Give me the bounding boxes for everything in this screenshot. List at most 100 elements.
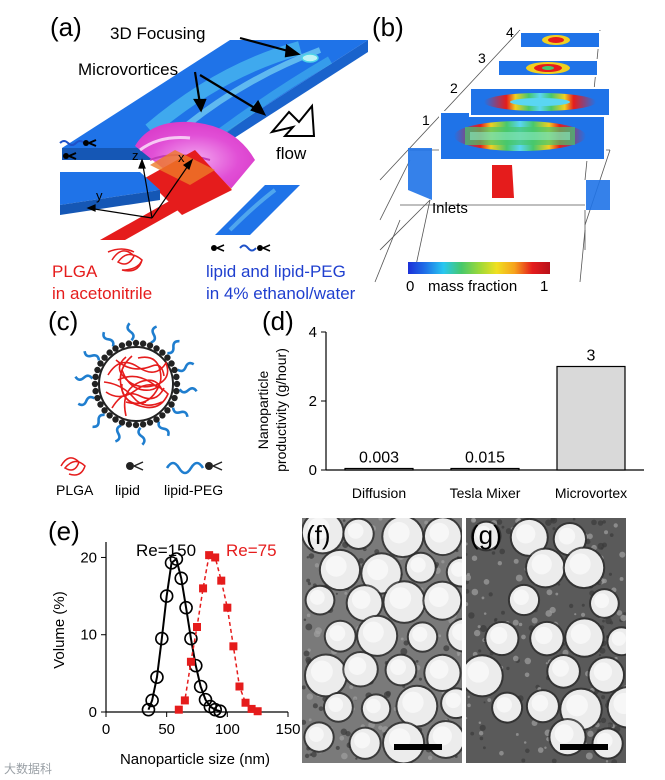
- plga-legend-icon: [60, 457, 86, 476]
- lipid-head: [159, 349, 166, 356]
- lipid-head: [101, 354, 108, 361]
- tem-grain: [518, 622, 523, 627]
- tem-grain: [473, 629, 481, 637]
- d-y-tick-label: 0: [309, 462, 317, 479]
- lipid-head: [132, 421, 140, 429]
- tem-grain: [545, 519, 552, 526]
- peg-chain: [137, 426, 146, 446]
- e-point-re75: [229, 642, 238, 651]
- tem-grain: [601, 695, 606, 700]
- lipid-head: [94, 366, 101, 374]
- peg-chain: [114, 424, 122, 443]
- panel-g-label: (g): [470, 520, 502, 550]
- tem-grain: [353, 696, 358, 701]
- e-point-re150: [141, 702, 156, 717]
- e-series-line: [147, 557, 221, 713]
- e-point-re75: [186, 657, 195, 666]
- e-point-re150: [150, 670, 164, 685]
- tem-grain: [497, 561, 503, 566]
- d-category-label: Tesla Mixer: [450, 485, 521, 501]
- e-point-re75: [223, 603, 232, 612]
- tem-grain: [605, 760, 609, 763]
- tem-grain: [591, 519, 597, 526]
- panel-d-label: (d): [262, 306, 294, 336]
- tem-grain: [466, 589, 470, 594]
- tem-grain: [311, 751, 317, 758]
- e-x-tick-label: 100: [215, 721, 240, 738]
- tem-grain: [443, 645, 450, 652]
- e-point-re150: [174, 571, 189, 586]
- lipid-head: [92, 373, 99, 381]
- lipid-head: [146, 342, 154, 349]
- lipid-head: [101, 407, 108, 414]
- inlet-right: [586, 180, 610, 210]
- tem-grain: [620, 614, 626, 622]
- e-point-re75: [211, 553, 220, 562]
- tem-grain: [580, 612, 586, 617]
- tem-grain: [481, 596, 485, 600]
- tem-grain: [341, 752, 348, 760]
- slice-label-4: 4: [506, 24, 514, 40]
- tem-grain: [546, 589, 553, 596]
- tem-grain: [531, 617, 538, 624]
- colorbar-label: mass fraction: [428, 278, 518, 295]
- lipid-head: [92, 387, 99, 395]
- peg-chain: [167, 339, 180, 355]
- tem-grain: [400, 637, 404, 641]
- tem-grain: [611, 759, 618, 763]
- inlets-label: Inlets: [432, 200, 468, 217]
- tem-grain: [483, 579, 490, 585]
- e-point-re75: [193, 623, 201, 631]
- channel-front: [200, 40, 368, 160]
- e-ylabel: Volume (%): [51, 591, 68, 669]
- tem-grain: [598, 654, 602, 657]
- tem-grain: [557, 583, 561, 586]
- tem-grain: [307, 648, 311, 652]
- colorbar-min: 0: [406, 278, 415, 295]
- e-point-re150: [155, 631, 169, 646]
- tem-grain: [400, 648, 408, 656]
- channel-top: [62, 40, 368, 148]
- tem-grain: [479, 736, 484, 741]
- tem-grain: [470, 731, 475, 736]
- tem-grain: [457, 653, 460, 657]
- e-point-re150: [213, 704, 227, 719]
- tem-grain: [552, 527, 556, 531]
- nanoparticle-diagram: [74, 322, 198, 446]
- tem-grain: [344, 591, 348, 595]
- d-category-label: Microvortex: [555, 485, 627, 501]
- tem-grain: [478, 721, 482, 724]
- watermark: 大数据科: [4, 762, 53, 776]
- tem-grain: [483, 612, 487, 615]
- tem-grain: [306, 693, 314, 700]
- scale-bar-g: [560, 744, 608, 750]
- tem-grain: [309, 753, 313, 756]
- size-distribution-chart: Volume (%) Nanoparticle size (nm) 0 10 20 0…: [51, 541, 301, 768]
- peg-chain: [77, 395, 96, 407]
- tem-grain: [523, 741, 527, 744]
- tem-grain: [616, 610, 623, 616]
- tem-grain: [441, 560, 445, 564]
- lipid-head: [168, 360, 175, 367]
- e-point-re150: [145, 693, 159, 708]
- tem-grain: [505, 528, 512, 535]
- flow-arrow: [269, 103, 316, 137]
- axis-x-label: x: [178, 150, 185, 165]
- tem-grain: [466, 542, 468, 546]
- tem-grain: [613, 523, 618, 528]
- peg-chain: [157, 421, 170, 437]
- nanoparticle-legend-icons: [60, 457, 223, 476]
- tem-grain: [551, 758, 557, 763]
- legend-lipid-peg: lipid-PEG: [164, 482, 224, 498]
- tem-grain: [314, 563, 320, 568]
- productivity-bar-chart: Nanoparticle productivity (g/hour) 0 2 4 0.…: [255, 324, 644, 501]
- tem-grain: [415, 660, 419, 663]
- tem-grain: [479, 625, 487, 632]
- tem-grain: [302, 719, 307, 725]
- tem-grain: [521, 758, 526, 763]
- lipid-head: [97, 401, 104, 408]
- tem-grain: [467, 695, 470, 699]
- tem-grain: [623, 612, 626, 616]
- tem-grain: [313, 630, 321, 638]
- tem-grain: [306, 556, 309, 559]
